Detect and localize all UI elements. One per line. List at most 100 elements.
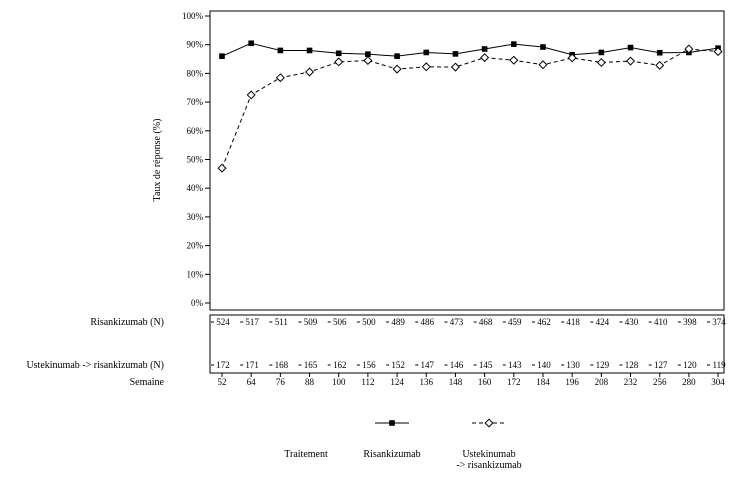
- n-cell: 146: [450, 360, 464, 370]
- data-point-diamond: [596, 57, 606, 68]
- n-cell: 398: [683, 317, 697, 327]
- legend-entry-ustekinumab-risankizumab: Ustekinumab-> risankizumab: [456, 418, 522, 471]
- n-cell: 130: [566, 360, 580, 370]
- data-point-square: [452, 51, 459, 57]
- n-cell: 473: [450, 317, 464, 327]
- x-tick-label: 232: [624, 377, 638, 387]
- x-tick-label: 100: [332, 377, 346, 387]
- x-axis: Semaine 52 64 76 88 100 112 124 136 148 160 172 184 1…: [130, 373, 725, 388]
- n-cell: 156: [362, 360, 376, 370]
- n-cell: 119: [712, 360, 726, 370]
- data-point-diamond: [567, 53, 577, 63]
- legend-label: -> risankizumab: [456, 460, 521, 471]
- n-cell: 486: [421, 317, 435, 327]
- y-tick-label: 0%: [191, 298, 204, 308]
- n-cell: 165: [304, 360, 318, 370]
- y-tick-label: 90%: [187, 40, 204, 50]
- data-point-square: [219, 53, 225, 59]
- n-cell: 468: [479, 317, 493, 327]
- data-point-diamond: [421, 62, 431, 72]
- n-cell: 418: [566, 317, 580, 327]
- y-tick-label: 40%: [187, 183, 204, 193]
- data-point-diamond: [684, 44, 694, 54]
- n-cell: 128: [625, 360, 639, 370]
- series-ustekinumab-risankizumab: [217, 44, 723, 173]
- y-tick-label: 60%: [187, 126, 204, 136]
- data-point-square: [365, 51, 371, 57]
- x-tick-label: 52: [218, 377, 227, 387]
- data-point-diamond: [713, 47, 723, 57]
- data-point-diamond: [480, 53, 490, 63]
- n-cell: 147: [421, 360, 435, 370]
- legend-entry-risankizumab: Risankizumab: [363, 420, 421, 460]
- n-cell: 424: [596, 317, 610, 327]
- n-cell: 168: [275, 360, 289, 370]
- series-line: [221, 48, 719, 169]
- x-tick-label: 208: [595, 377, 609, 387]
- n-cell: 140: [537, 360, 551, 370]
- data-point-square: [248, 40, 254, 47]
- plot-frame: [209, 10, 725, 311]
- data-point-square: [627, 44, 634, 51]
- n-cell: 120: [683, 360, 697, 370]
- legend-label: Ustekinumab: [462, 449, 515, 460]
- legend-marker: [389, 420, 395, 426]
- legend-label: Risankizumab: [363, 449, 420, 460]
- data-point-diamond: [626, 56, 636, 66]
- x-tick-label: 280: [682, 377, 696, 387]
- n-cell: 509: [304, 317, 318, 327]
- data-point-square: [656, 49, 663, 56]
- n-cell: 524: [216, 317, 230, 327]
- data-point-square: [335, 50, 342, 57]
- data-point-diamond: [363, 55, 373, 65]
- data-point-diamond: [450, 62, 460, 72]
- y-tick-label: 50%: [187, 155, 204, 165]
- series-line: [221, 42, 719, 57]
- data-point-square: [277, 47, 284, 54]
- y-tick-label: 20%: [187, 241, 204, 251]
- data-point-diamond: [275, 73, 285, 83]
- x-tick-label: 76: [276, 377, 286, 387]
- n-cell: 506: [333, 317, 347, 327]
- n-cell: 500: [362, 317, 376, 327]
- n-cell: 172: [216, 360, 230, 370]
- y-tick-label: 70%: [187, 97, 204, 107]
- x-tick-label: 64: [247, 377, 257, 387]
- n-cell: 517: [245, 317, 259, 327]
- data-point-square: [306, 47, 313, 54]
- series-risankizumab: [219, 40, 721, 59]
- x-tick-label: 148: [449, 377, 463, 387]
- x-tick-label: 160: [478, 377, 492, 387]
- legend: Traitement Risankizumab Ustekinumab-> ri…: [284, 418, 522, 471]
- y-axis: 0% 10% 20% 30% 40% 50% 60% 70% 80% 90% 100%: [182, 11, 210, 308]
- x-tick-label: 184: [536, 377, 550, 387]
- x-tick-label: 124: [390, 377, 404, 387]
- data-point-square: [598, 49, 605, 56]
- data-point-square: [394, 53, 400, 59]
- n-cell: 489: [391, 317, 405, 327]
- n-cell: 171: [245, 360, 259, 370]
- data-point-diamond: [246, 90, 256, 100]
- n-table-frame: [209, 314, 725, 374]
- n-cell: 410: [654, 317, 668, 327]
- n-cell: 459: [508, 317, 522, 327]
- data-point-square: [481, 46, 488, 52]
- y-tick-label: 100%: [182, 11, 204, 21]
- n-row-label: Risankizumab (N): [90, 317, 164, 328]
- n-cell: 511: [275, 317, 288, 327]
- x-tick-label: 136: [420, 377, 434, 387]
- n-cell: 430: [625, 317, 639, 327]
- x-axis-title: Semaine: [130, 377, 165, 388]
- data-point-square: [423, 49, 430, 56]
- n-cell: 462: [537, 317, 551, 327]
- x-tick-label: 172: [507, 377, 521, 387]
- x-tick-label: 88: [305, 377, 315, 387]
- y-tick-label: 30%: [187, 212, 204, 222]
- n-cell: 143: [508, 360, 522, 370]
- x-tick-label: 112: [361, 377, 374, 387]
- data-point-diamond: [217, 163, 227, 173]
- y-tick-label: 80%: [187, 68, 204, 78]
- data-point-diamond: [334, 57, 344, 67]
- legend-title: Traitement: [284, 449, 328, 460]
